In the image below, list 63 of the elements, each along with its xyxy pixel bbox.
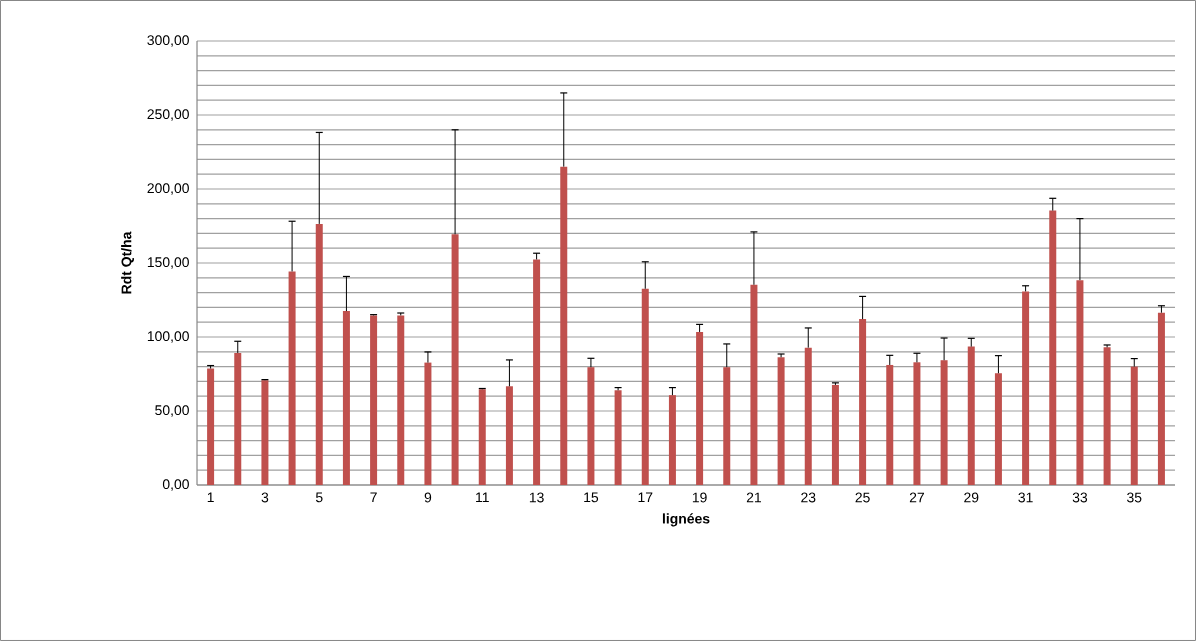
x-tick-label: 11 [476, 492, 489, 503]
bar [1130, 366, 1138, 485]
bar [1157, 312, 1165, 485]
x-tick-label: 31 [1018, 492, 1033, 503]
x-tick-label: 21 [746, 492, 761, 503]
y-tick-label: 50,00 [155, 405, 189, 417]
x-tick-label: 1 [207, 492, 214, 503]
x-tick-label: 25 [855, 492, 870, 503]
bar [451, 234, 459, 485]
bar [967, 346, 975, 485]
bar [342, 311, 350, 485]
bar [641, 288, 649, 485]
bar [1103, 347, 1111, 485]
y-axis-title: Rdt Qt/ha [121, 231, 134, 294]
bar [804, 347, 812, 485]
x-tick-label: 13 [529, 492, 544, 503]
bar [261, 380, 269, 485]
bar [505, 386, 513, 485]
bar [614, 390, 622, 485]
x-tick-label: 35 [1127, 492, 1142, 503]
bar [1049, 210, 1057, 485]
bar [478, 389, 486, 485]
bar [288, 271, 296, 485]
bar [370, 315, 378, 485]
x-tick-label: 5 [315, 492, 323, 503]
y-tick-label: 250,00 [147, 109, 189, 121]
x-tick-label: 3 [261, 492, 269, 503]
bar [1076, 280, 1084, 485]
bar [207, 368, 215, 485]
bar [723, 367, 731, 485]
bar [886, 364, 894, 485]
x-tick-label: 27 [909, 492, 924, 503]
bar [940, 360, 948, 485]
y-tick-label: 100,00 [147, 331, 189, 343]
x-tick-label: 15 [584, 492, 599, 503]
y-tick-label: 300,00 [147, 35, 189, 47]
x-tick-label: 7 [370, 492, 377, 503]
bar [424, 362, 432, 485]
x-tick-label: 33 [1072, 492, 1088, 503]
bar [831, 384, 839, 485]
bar [913, 362, 921, 485]
x-axis-title: lignées [662, 513, 710, 527]
bar [397, 315, 405, 485]
bar [533, 259, 541, 485]
bar [1022, 291, 1030, 485]
x-tick-label: 29 [964, 492, 979, 503]
y-tick-label: 150,00 [147, 257, 189, 269]
bar [859, 319, 867, 485]
bar [560, 166, 568, 485]
bar [668, 395, 676, 485]
y-tick-label: 0,00 [162, 479, 189, 491]
bar [234, 352, 242, 485]
y-tick-label: 200,00 [147, 183, 189, 195]
x-tick-label: 9 [424, 492, 432, 503]
x-tick-label: 19 [692, 492, 707, 503]
bar [315, 223, 323, 485]
bar [587, 367, 595, 485]
x-tick-label: 23 [801, 492, 816, 503]
bar [777, 357, 785, 485]
x-tick-label: 17 [638, 492, 653, 503]
bar [750, 284, 758, 485]
bar [696, 331, 704, 485]
bar [994, 373, 1002, 485]
